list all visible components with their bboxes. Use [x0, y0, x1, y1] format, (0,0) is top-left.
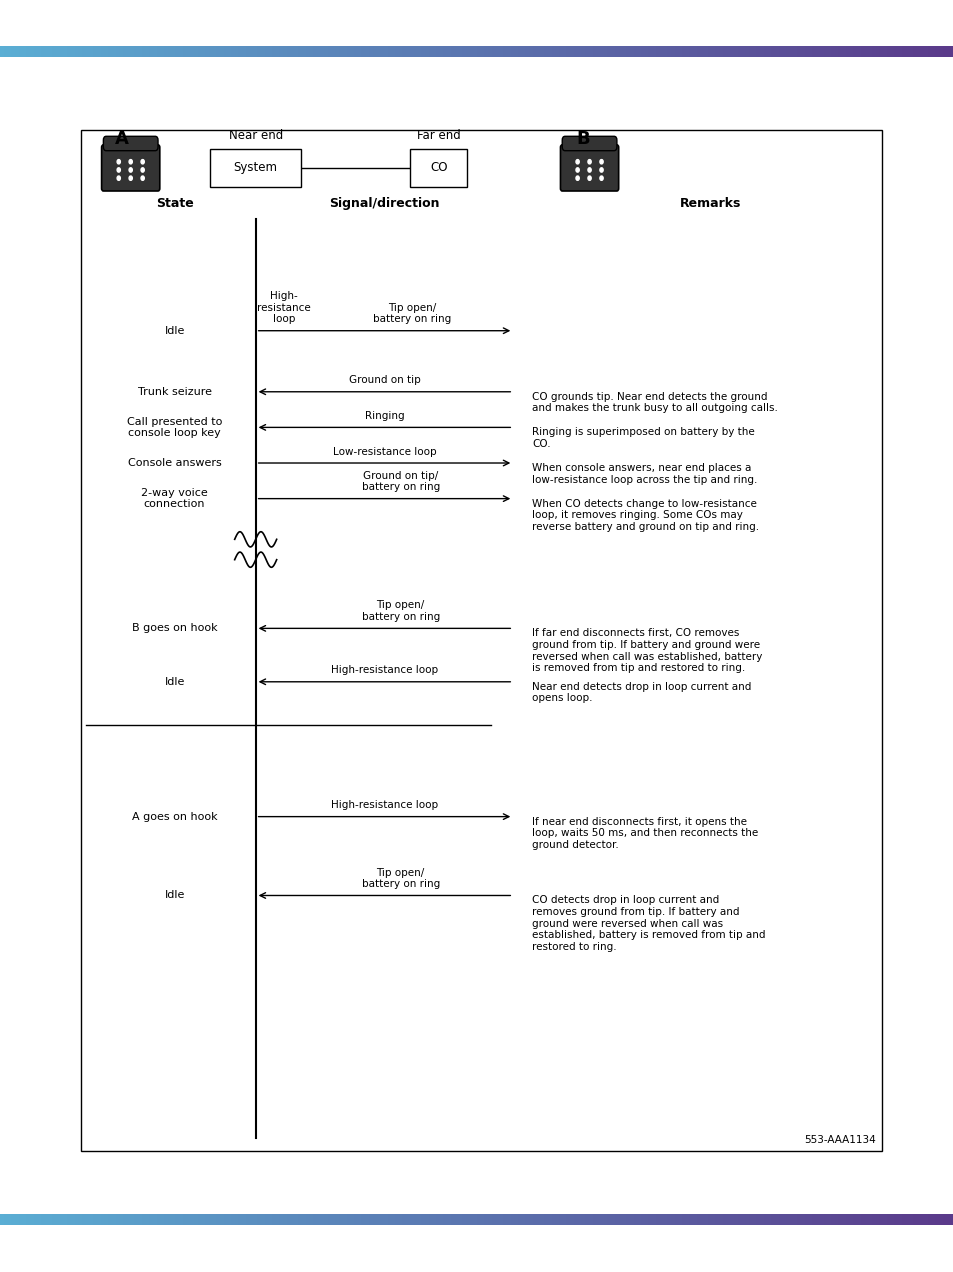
- Text: A goes on hook: A goes on hook: [132, 812, 217, 822]
- Circle shape: [576, 176, 578, 181]
- Bar: [81, 130, 882, 1151]
- Text: System: System: [233, 162, 277, 174]
- Text: CO: CO: [430, 162, 447, 174]
- Text: CO grounds tip. Near end detects the ground
and makes the trunk busy to all outg: CO grounds tip. Near end detects the gro…: [532, 392, 778, 413]
- Text: Near end: Near end: [229, 130, 282, 142]
- Text: Idle: Idle: [164, 326, 185, 336]
- Text: Console answers: Console answers: [128, 458, 221, 468]
- Text: State: State: [155, 197, 193, 210]
- Text: Trunk seizure: Trunk seizure: [137, 387, 212, 397]
- Text: When console answers, near end places a
low-resistance loop across the tip and r: When console answers, near end places a …: [532, 463, 757, 485]
- Text: Low-resistance loop: Low-resistance loop: [333, 446, 436, 457]
- Text: High-resistance loop: High-resistance loop: [331, 800, 437, 810]
- Text: Far end: Far end: [416, 130, 460, 142]
- Text: CO detects drop in loop current and
removes ground from tip. If battery and
grou: CO detects drop in loop current and remo…: [532, 895, 765, 951]
- Text: High-resistance loop: High-resistance loop: [331, 665, 437, 675]
- Circle shape: [141, 159, 144, 164]
- Text: Ringing: Ringing: [364, 411, 404, 421]
- Circle shape: [576, 168, 578, 172]
- Text: If near end disconnects first, it opens the
loop, waits 50 ms, and then reconnec: If near end disconnects first, it opens …: [532, 817, 758, 850]
- Circle shape: [117, 159, 120, 164]
- FancyBboxPatch shape: [559, 145, 618, 191]
- Text: Idle: Idle: [164, 677, 185, 687]
- Text: Tip open/
battery on ring: Tip open/ battery on ring: [361, 600, 439, 622]
- Text: Ground on tip/
battery on ring: Ground on tip/ battery on ring: [361, 471, 439, 492]
- Text: 2-way voice
connection: 2-way voice connection: [141, 488, 208, 509]
- Bar: [210, 149, 301, 187]
- Circle shape: [141, 176, 144, 181]
- Text: Near end detects drop in loop current and
opens loop.: Near end detects drop in loop current an…: [532, 682, 751, 703]
- FancyBboxPatch shape: [102, 145, 159, 191]
- Circle shape: [587, 176, 591, 181]
- Text: If far end disconnects first, CO removes
ground from tip. If battery and ground : If far end disconnects first, CO removes…: [532, 628, 761, 673]
- Circle shape: [587, 159, 591, 164]
- Circle shape: [587, 168, 591, 172]
- Circle shape: [599, 168, 602, 172]
- Text: Ringing is superimposed on battery by the
CO.: Ringing is superimposed on battery by th…: [532, 427, 754, 449]
- Text: Tip open/
battery on ring: Tip open/ battery on ring: [373, 303, 451, 324]
- Text: 553-AAA1134: 553-AAA1134: [803, 1135, 875, 1145]
- Circle shape: [599, 159, 602, 164]
- Text: B goes on hook: B goes on hook: [132, 623, 217, 633]
- Text: Signal/direction: Signal/direction: [329, 197, 439, 210]
- Text: Ground on tip: Ground on tip: [348, 375, 420, 385]
- Circle shape: [599, 176, 602, 181]
- Text: When CO detects change to low-resistance
loop, it removes ringing. Some COs may
: When CO detects change to low-resistance…: [532, 499, 759, 532]
- Circle shape: [129, 168, 132, 172]
- Circle shape: [129, 159, 132, 164]
- Circle shape: [117, 176, 120, 181]
- Text: Tip open/
battery on ring: Tip open/ battery on ring: [361, 868, 439, 889]
- FancyBboxPatch shape: [103, 136, 158, 150]
- Circle shape: [129, 176, 132, 181]
- Text: Idle: Idle: [164, 890, 185, 901]
- FancyBboxPatch shape: [561, 136, 617, 150]
- Text: Remarks: Remarks: [679, 197, 740, 210]
- Circle shape: [576, 159, 578, 164]
- Circle shape: [141, 168, 144, 172]
- Circle shape: [117, 168, 120, 172]
- Text: A: A: [115, 130, 129, 148]
- Text: B: B: [576, 130, 589, 148]
- Text: High-
resistance
loop: High- resistance loop: [257, 291, 311, 324]
- Text: Call presented to
console loop key: Call presented to console loop key: [127, 417, 222, 438]
- Bar: [410, 149, 467, 187]
